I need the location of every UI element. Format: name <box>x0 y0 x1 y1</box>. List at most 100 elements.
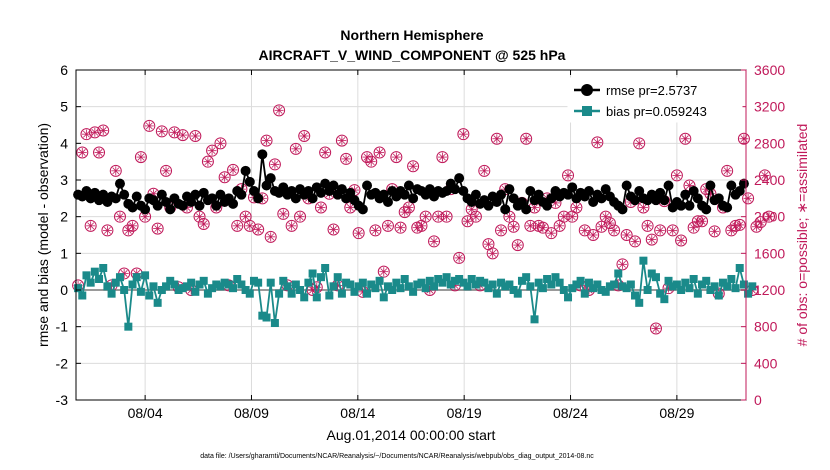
x-tick-label: 08/19 <box>447 405 482 421</box>
obs-assimilated-star <box>761 171 769 179</box>
obs-assimilated-star <box>681 135 689 143</box>
bias-marker <box>580 289 589 298</box>
obs-count-marker <box>419 210 432 223</box>
bias-marker <box>425 276 434 285</box>
obs-count-marker <box>390 151 403 164</box>
x-axis-label: Aug.01,2014 00:00:00 start <box>327 427 496 443</box>
rmse-marker <box>596 193 607 204</box>
obs-assimilated-star <box>179 131 187 139</box>
obs-possible-circle <box>327 223 340 236</box>
bias-marker <box>421 284 430 293</box>
bias-marker <box>739 280 748 289</box>
obs-assimilated-star <box>288 222 296 230</box>
obs-possible-circle <box>285 219 298 232</box>
series-layer <box>72 104 776 335</box>
obs-possible-circle <box>273 104 286 117</box>
obs-count-marker <box>197 218 210 230</box>
bias-marker <box>727 275 736 283</box>
bias-marker <box>450 276 459 285</box>
obs-count-marker <box>570 201 583 214</box>
rmse-marker <box>525 186 536 196</box>
obs-possible-circle <box>369 224 382 237</box>
obs-count-marker <box>536 221 549 234</box>
bias-marker <box>342 278 351 287</box>
obs-count-marker <box>649 322 662 335</box>
bias-marker <box>564 293 573 302</box>
obs-possible-circle <box>268 158 281 171</box>
bias-marker <box>187 278 196 287</box>
obs-assimilated-star <box>263 137 270 145</box>
bias-marker <box>229 284 238 293</box>
bias-marker <box>354 282 363 291</box>
rmse-marker <box>127 202 138 213</box>
bias-marker <box>90 267 99 276</box>
obs-count-marker <box>97 124 110 137</box>
obs-count-marker <box>243 219 256 232</box>
bias-marker <box>534 278 543 287</box>
obs-assimilated-star <box>78 149 86 156</box>
obs-assimilated-star <box>485 240 492 248</box>
obs-assimilated-star <box>141 213 149 221</box>
obs-count-marker <box>591 136 604 149</box>
obs-possible-circle <box>495 224 508 237</box>
obs-count-marker <box>273 104 286 117</box>
obs-assimilated-star <box>489 249 497 257</box>
rmse-marker <box>320 178 331 189</box>
obs-count-marker <box>490 132 503 145</box>
x-tick-label: 08/29 <box>659 405 694 421</box>
plot-area <box>76 70 746 400</box>
obs-count-marker <box>80 128 93 141</box>
left-tick-label: 4 <box>60 135 68 151</box>
obs-possible-circle <box>143 119 156 132</box>
rmse-marker <box>207 193 218 204</box>
obs-assimilated-star <box>606 219 614 227</box>
obs-assimilated-star <box>200 220 208 228</box>
obs-possible-circle <box>603 217 616 230</box>
rmse-marker <box>198 187 209 198</box>
bias-marker <box>555 278 564 287</box>
bias-marker <box>517 276 526 285</box>
bias-marker <box>672 280 681 289</box>
bias-marker <box>438 278 447 287</box>
right-axis-ticks: 0 400 800 1200 1600 2000 2400 2800 3200 3600 <box>741 62 785 408</box>
obs-possible-circle <box>214 137 227 150</box>
obs-assimilated-star <box>677 237 685 244</box>
bias-marker <box>392 278 401 287</box>
bias-marker <box>296 286 305 294</box>
obs-assimilated-star <box>363 153 371 161</box>
bias-marker <box>622 284 631 293</box>
obs-assimilated-star <box>464 217 471 225</box>
rmse-marker <box>328 180 339 191</box>
obs-assimilated-star <box>673 171 681 179</box>
bias-marker <box>459 278 468 287</box>
obs-possible-circle <box>381 219 394 232</box>
obs-possible-circle <box>633 137 646 150</box>
rmse-marker <box>713 193 724 204</box>
obs-assimilated-star <box>229 166 237 174</box>
obs-possible-circle <box>645 233 658 246</box>
right-tick-label: 2800 <box>754 135 785 151</box>
obs-possible-circle <box>352 227 365 240</box>
obs-assimilated-star <box>535 222 543 230</box>
obs-possible-circle <box>151 222 164 235</box>
bias-marker <box>383 282 392 291</box>
bias-marker <box>162 282 171 291</box>
bias-marker <box>710 282 719 291</box>
obs-count-marker <box>407 160 420 173</box>
bias-marker <box>463 282 472 291</box>
bias-marker <box>631 291 640 300</box>
right-tick-label: 1200 <box>754 282 785 298</box>
obs-count-marker <box>88 126 101 139</box>
obs-possible-circle <box>373 146 386 159</box>
obs-assimilated-star <box>690 224 698 232</box>
bias-marker <box>635 298 644 307</box>
obs-assimilated-star <box>397 224 404 232</box>
bias-marker <box>664 276 673 285</box>
bias-marker <box>174 286 183 294</box>
obs-possible-circle <box>763 210 776 223</box>
obs-count-marker <box>578 224 591 237</box>
bias-marker <box>584 278 593 287</box>
obs-assimilated-star <box>443 213 451 221</box>
rmse-marker <box>399 189 410 200</box>
rmse-marker <box>650 195 661 206</box>
